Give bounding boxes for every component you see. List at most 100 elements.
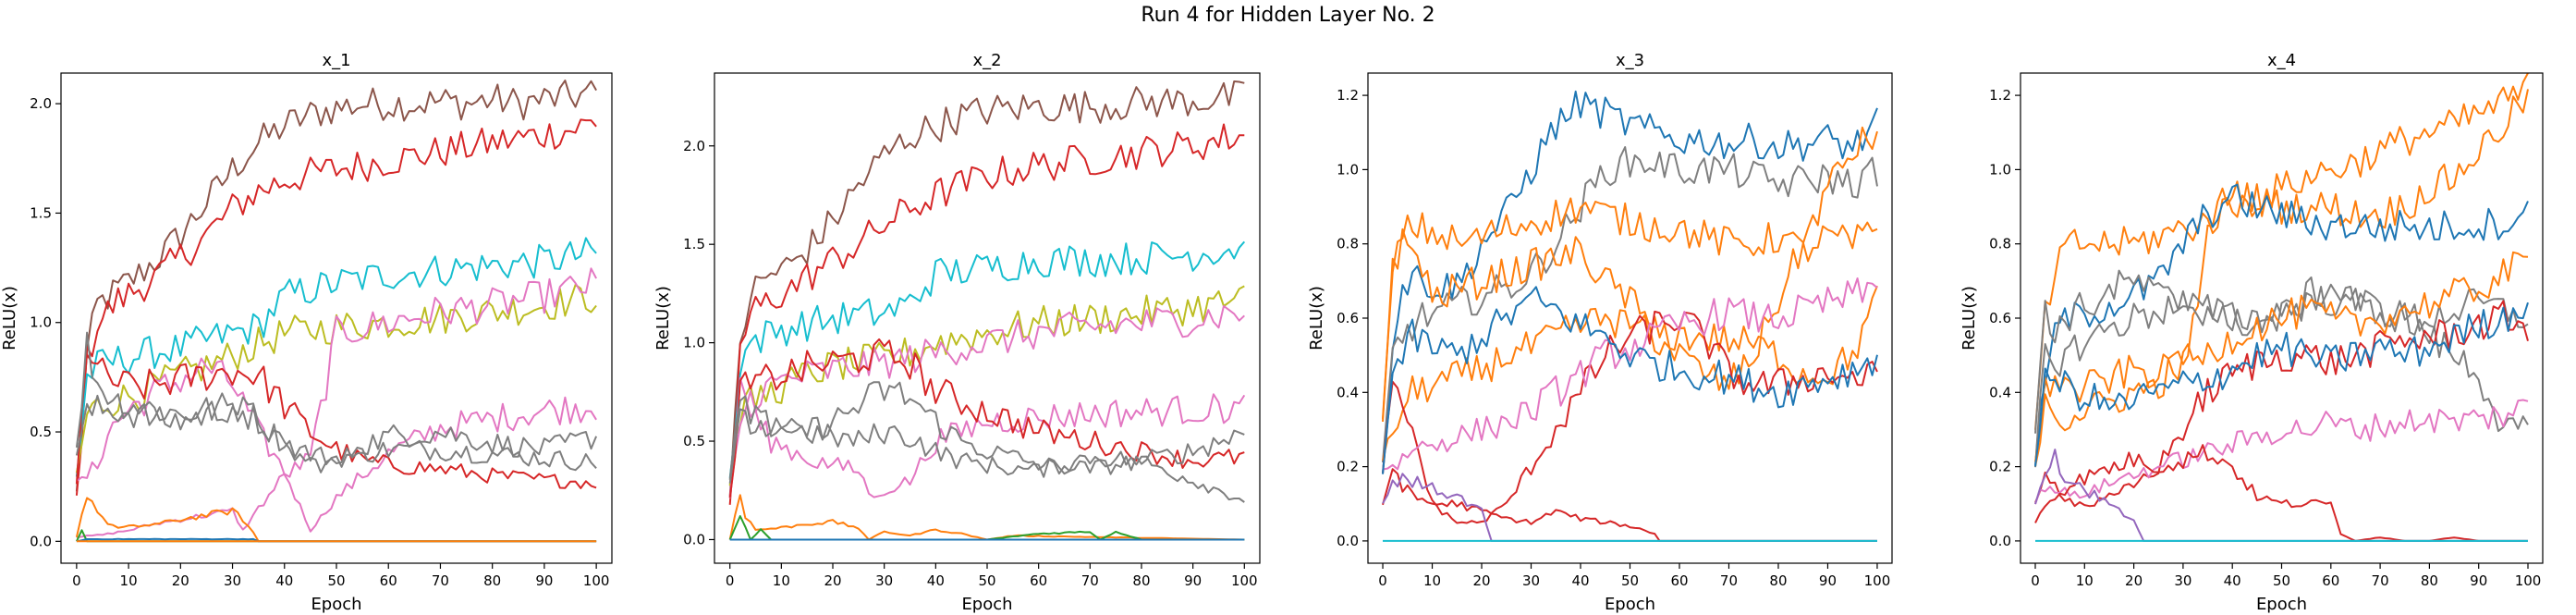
y-tick-label: 2.0 <box>683 138 705 154</box>
x-tick-label: 50 <box>1621 572 1639 589</box>
series-line <box>2034 444 2528 542</box>
series-line <box>1382 197 1878 422</box>
series-line <box>75 118 597 496</box>
x-tick-label: 80 <box>483 572 501 589</box>
x-tick-label: 90 <box>1184 572 1202 589</box>
axes-frame <box>2020 72 2544 564</box>
x-tick-label: 70 <box>1720 572 1738 589</box>
subplot-1: 0 10 20 30 40 50 60 70 80 90 100 0.0 0.5 1.0 1.5 2.0 x_1… <box>0 51 613 614</box>
x-tick-label: 30 <box>1522 572 1540 589</box>
x-tick-label: 80 <box>1769 572 1787 589</box>
y-tick-label: 0.0 <box>1337 533 1359 549</box>
series-line <box>1382 146 1878 463</box>
subplot-4: 0 10 20 30 40 50 60 70 80 90 100 0.0 0.2 0.4 0.6 0.8 1.0… <box>1959 51 2544 614</box>
y-tick-label: 0.2 <box>1989 459 2011 475</box>
series-line <box>728 494 1245 541</box>
series-line <box>2034 183 2529 466</box>
y-tick-label: 1.2 <box>1989 87 2011 104</box>
series-line <box>728 285 1245 486</box>
series-line <box>2034 285 2529 468</box>
series-line <box>728 395 1245 503</box>
x-tick-label: 60 <box>1030 572 1047 589</box>
x-tick-label: 10 <box>2076 572 2094 589</box>
y-tick-label: 1.0 <box>1989 161 2011 178</box>
x-tick-label: 10 <box>1423 572 1441 589</box>
subplot-title: x_1 <box>322 51 350 70</box>
x-tick-label: 80 <box>1132 572 1150 589</box>
y-tick-label: 0.8 <box>1337 236 1359 252</box>
subplot-title: x_4 <box>2267 51 2296 70</box>
series-line <box>1382 126 1878 419</box>
y-tick-label: 2.0 <box>30 95 52 112</box>
x-tick-label: 50 <box>327 572 345 589</box>
x-tick-label: 0 <box>72 572 81 589</box>
series-line <box>728 381 1245 484</box>
x-tick-label: 80 <box>2421 572 2438 589</box>
x-tick-label: 0 <box>2031 572 2040 589</box>
series-line <box>1382 310 1878 524</box>
x-tick-label: 30 <box>875 572 893 589</box>
y-tick-label: 0.5 <box>683 433 705 449</box>
x-tick-label: 0 <box>1378 572 1387 589</box>
series-line <box>1382 90 1878 474</box>
series-line <box>75 353 597 489</box>
series-line <box>2034 72 2529 430</box>
series-line <box>2034 269 2529 434</box>
series-line <box>728 80 1245 497</box>
series-line <box>1382 285 1878 461</box>
y-axis-label: ReLU(x) <box>653 286 673 351</box>
series-line <box>75 237 597 477</box>
series-line <box>75 331 597 472</box>
y-tick-label: 1.0 <box>1337 161 1359 178</box>
series-line <box>75 283 597 474</box>
x-tick-label: 100 <box>583 572 610 589</box>
x-tick-label: 0 <box>726 572 735 589</box>
y-tick-label: 0.8 <box>1989 236 2011 252</box>
y-tick-label: 0.5 <box>30 424 52 440</box>
series-line <box>2034 89 2529 467</box>
series-line <box>728 123 1245 505</box>
y-tick-label: 0.4 <box>1337 384 1359 400</box>
series-line <box>75 394 598 474</box>
y-tick-label: 0.6 <box>1989 310 2011 326</box>
y-tick-label: 1.5 <box>30 204 52 221</box>
series-line <box>728 240 1246 478</box>
series-line <box>728 338 1245 498</box>
x-tick-label: 100 <box>1864 572 1891 589</box>
series-line <box>75 497 597 543</box>
series-line <box>2034 301 2529 467</box>
series-line <box>1382 286 1878 474</box>
x-axis-label: Epoch <box>2256 595 2307 614</box>
series-line <box>2034 449 2528 542</box>
x-axis-label: Epoch <box>1605 595 1655 614</box>
series-line <box>1382 277 1878 471</box>
x-tick-label: 70 <box>1081 572 1099 589</box>
x-tick-label: 90 <box>1819 572 1837 589</box>
series-line <box>1382 468 1877 542</box>
x-tick-label: 10 <box>120 572 138 589</box>
series-line <box>728 376 1246 498</box>
y-tick-label: 0.2 <box>1337 459 1359 475</box>
subplot-2: 0 10 20 30 40 50 60 70 80 90 100 0.0 0.5 1.0 1.5 2.0 x_2… <box>653 51 1261 614</box>
subplot-title: x_3 <box>1616 51 1644 70</box>
x-tick-label: 60 <box>1670 572 1688 589</box>
x-tick-label: 20 <box>824 572 841 589</box>
x-tick-label: 30 <box>2174 572 2191 589</box>
y-tick-label: 0.4 <box>1989 384 2011 400</box>
x-tick-label: 40 <box>2224 572 2241 589</box>
y-tick-label: 0.0 <box>1989 533 2011 549</box>
x-tick-label: 60 <box>2322 572 2339 589</box>
y-tick-label: 0.0 <box>683 531 705 547</box>
y-tick-label: 0.0 <box>30 533 52 549</box>
x-tick-label: 20 <box>172 572 189 589</box>
subplot-title: x_2 <box>972 51 1001 70</box>
y-tick-label: 1.5 <box>683 236 705 252</box>
x-tick-label: 40 <box>927 572 945 589</box>
series-line <box>728 304 1245 498</box>
axes-frame <box>1367 72 1893 564</box>
series-line <box>76 357 597 533</box>
x-tick-label: 10 <box>773 572 790 589</box>
x-tick-label: 90 <box>2470 572 2487 589</box>
series-line <box>75 80 597 492</box>
